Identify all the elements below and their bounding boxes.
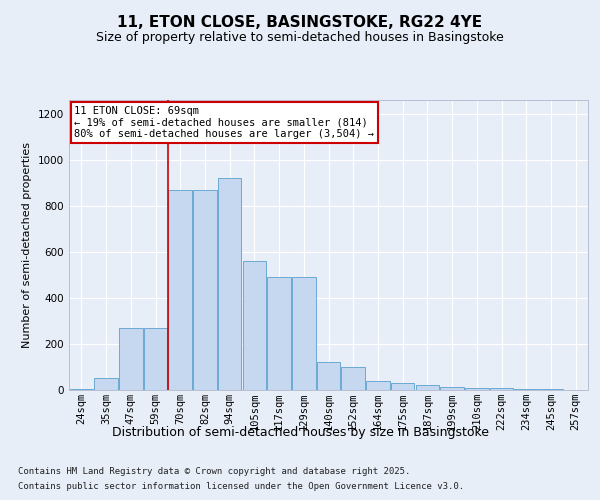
Bar: [70, 389, 93, 390]
Text: Size of property relative to semi-detached houses in Basingstoke: Size of property relative to semi-detach…: [96, 31, 504, 44]
Text: 11 ETON CLOSE: 69sqm
← 19% of semi-detached houses are smaller (814)
80% of semi: 11 ETON CLOSE: 69sqm ← 19% of semi-detac…: [74, 106, 374, 139]
Bar: [169, 190, 192, 390]
Bar: [144, 328, 167, 390]
Bar: [292, 277, 316, 390]
Text: Contains public sector information licensed under the Open Government Licence v3: Contains public sector information licen…: [18, 482, 464, 491]
Text: Contains HM Land Registry data © Crown copyright and database right 2025.: Contains HM Land Registry data © Crown c…: [18, 467, 410, 476]
Bar: [465, 388, 488, 390]
Bar: [366, 381, 389, 390]
Bar: [416, 386, 439, 390]
Bar: [341, 367, 365, 390]
Bar: [119, 328, 143, 390]
Y-axis label: Number of semi-detached properties: Number of semi-detached properties: [22, 142, 32, 348]
Bar: [242, 261, 266, 390]
Bar: [440, 386, 464, 390]
Bar: [317, 362, 340, 390]
Text: Distribution of semi-detached houses by size in Basingstoke: Distribution of semi-detached houses by …: [112, 426, 488, 439]
Bar: [268, 277, 291, 390]
Bar: [94, 378, 118, 390]
Bar: [193, 190, 217, 390]
Bar: [391, 383, 415, 390]
Bar: [514, 389, 538, 390]
Bar: [218, 178, 241, 390]
Text: 11, ETON CLOSE, BASINGSTOKE, RG22 4YE: 11, ETON CLOSE, BASINGSTOKE, RG22 4YE: [118, 15, 482, 30]
Bar: [490, 388, 513, 390]
